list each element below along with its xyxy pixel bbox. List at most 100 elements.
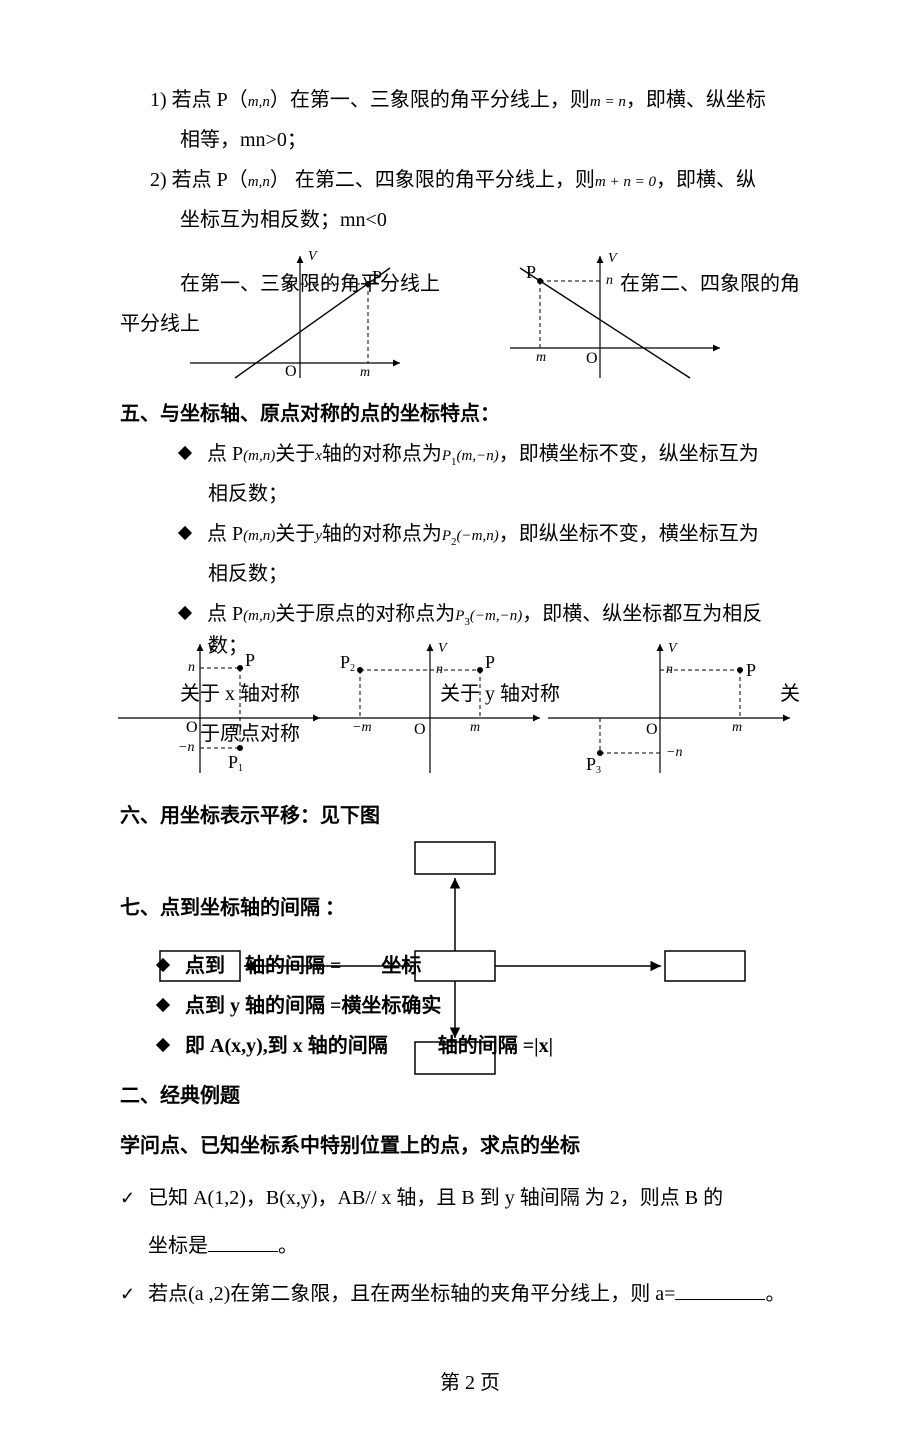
rx-P1: P (228, 752, 238, 772)
ry-V: V (438, 641, 448, 656)
cap-right-a: 在第二、四象限的角 (620, 264, 800, 304)
ry-O: O (414, 721, 426, 738)
label-m: m (360, 365, 370, 380)
s1a: 点 P (207, 443, 243, 465)
s2d: ，即纵坐标不变，横坐标互为 (499, 523, 759, 545)
b71: 点到 轴的间隔 = 坐标 (158, 946, 421, 986)
ex1bt: 坐标是 (148, 1235, 208, 1257)
ro-P3s: 3 (596, 765, 601, 776)
num-1: 1) (150, 89, 167, 111)
t1b: ）在第一、三象限的角平分线上，则 (270, 89, 590, 111)
list-item-2b: 坐标互为相反数；mn<0 (120, 200, 820, 240)
s3mn: (m,n) (243, 608, 275, 624)
ex1b: 坐标是 。 (120, 1222, 820, 1270)
cap-left-a: 在第一、三象限的角平分线上 (180, 264, 440, 304)
s2a: 点 P (207, 523, 243, 545)
s3p: P (455, 608, 464, 624)
s1c: 轴的对称点为 (322, 443, 442, 465)
ry-P2s: 2 (350, 663, 355, 674)
s3d: ，即横、纵坐标都互为相反 (522, 603, 762, 625)
ry-negm: −m (352, 720, 372, 735)
sym-bullet-1: 点 P(m,n)关于x轴的对称点为P1(m,−n)，即横坐标不变，纵坐标互为 (120, 434, 820, 474)
s1p: P (442, 448, 451, 464)
diamond-icon (178, 446, 192, 460)
s1mn2: (m,−n) (457, 448, 499, 464)
s2y: y (315, 528, 322, 544)
ro-n: n (666, 662, 673, 677)
s2c: 轴的对称点为 (322, 523, 442, 545)
heading-6: 六、用坐标表示平移：见下图 (120, 796, 820, 836)
t2b: ） 在第二、四象限的角平分线上，则 (270, 169, 595, 191)
num-2: 2) (150, 169, 167, 191)
cap-sym3: 关 (780, 674, 800, 714)
sym-bullet-2e: 相反数； (120, 554, 820, 594)
sym-bullet-2: 点 P(m,n)关于y轴的对称点为P2(−m,n)，即纵坐标不变，横坐标互为 (120, 514, 820, 554)
b72: 点到 y 轴的间隔 =横坐标确实 (158, 986, 441, 1026)
s1b: 关于 (275, 443, 315, 465)
diamond-icon (156, 1038, 170, 1052)
ro-P: P (746, 660, 756, 680)
s2b: 关于 (275, 523, 315, 545)
s2p: P (442, 528, 451, 544)
s2mn2: (−m,n) (457, 528, 499, 544)
blank-2 (675, 1279, 765, 1300)
diagram-row-1: P m n O V P m n O V 在第一、三象限的角平分线上 在第二、四象… (120, 248, 820, 388)
page-footer: 第 2 页 (120, 1366, 820, 1395)
s1mn: (m,n) (243, 448, 275, 464)
label-m2: m (536, 350, 546, 365)
diamond-icon (178, 526, 192, 540)
section-7: 七、点到坐标轴的间隔 ： 点到 轴的间隔 = 坐标 点到 y 轴的间隔 =横坐标… (120, 836, 820, 1076)
diagram-reflect-origin: P n m −n O V P3 (540, 638, 800, 778)
rx-V: V (207, 641, 217, 656)
ro-V: V (668, 641, 678, 656)
check-icon: ✓ (120, 1273, 135, 1316)
label-O: O (285, 363, 297, 380)
label-O2: O (586, 350, 598, 367)
blank-1 (208, 1231, 278, 1252)
s3b: 关于原点的对称点为 (275, 603, 455, 625)
b73: 即 A(x,y),到 x 轴的间隔 轴的间隔 =|x| (158, 1026, 553, 1066)
cap-sym4: 于原点对称 (200, 714, 300, 754)
t2a: 若点 P（ (172, 169, 248, 191)
s2mn: (m,n) (243, 528, 275, 544)
s1x: x (315, 448, 322, 464)
kp-heading: 学问点、已知坐标系中特别位置上的点，求点的坐标 (120, 1126, 820, 1166)
label-P2: P (526, 262, 536, 282)
list-item-1: 1) 若点 P（m,n）在第一、三象限的角平分线上，则m = n，即横、纵坐标 (120, 80, 820, 120)
ro-m: m (732, 720, 742, 735)
s1d: ，即横坐标不变，纵坐标互为 (499, 443, 759, 465)
ex1: ✓ 已知 A(1,2)，B(x,y)，AB// x 轴，且 B 到 y 轴间隔 … (120, 1174, 820, 1222)
b71c: 坐标 (381, 955, 421, 977)
ex1a: 已知 A(1,2)，B(x,y)，AB// x 轴，且 B 到 y 轴间隔 为 … (148, 1187, 723, 1209)
cap-sym2: 关于 y 轴对称 (440, 674, 560, 714)
heading-7: 七、点到坐标轴的间隔 ： (120, 888, 345, 928)
list-item-2: 2) 若点 P（m,n） 在第二、四象限的角平分线上，则m + n = 0，即横… (120, 160, 820, 200)
b71a: 点到 (185, 955, 225, 977)
rx-negn: −n (178, 740, 194, 755)
label-n2: n (606, 273, 613, 288)
heading-5: 五、与坐标轴、原点对称的点的坐标特点： (120, 394, 820, 434)
b72t: 点到 y 轴的间隔 =横坐标确实 (185, 995, 441, 1017)
cap-left-b: 平分线上 (120, 304, 200, 344)
b73t2: 轴的间隔 =|x| (438, 1035, 553, 1057)
mn2: m,n (248, 174, 270, 190)
ry-m: m (470, 720, 480, 735)
ro-O: O (646, 721, 658, 738)
label-V: V (308, 249, 318, 264)
ex2: ✓ 若点(a ,2)在第二象限，且在两坐标轴的夹角平分线上，则 a=。 (120, 1270, 820, 1318)
rx-P: P (245, 650, 255, 670)
sym-bullet-1e: 相反数； (120, 474, 820, 514)
heading-2x: 二、经典例题 (120, 1076, 820, 1116)
check-icon: ✓ (120, 1177, 135, 1220)
label-V2: V (608, 251, 618, 266)
diagram-row-2: 数； P n m −n O V P1 (120, 638, 820, 798)
diamond-icon (178, 606, 192, 620)
t1c: ，即横、纵坐标 (626, 89, 766, 111)
rx-O: O (186, 719, 198, 736)
t1a: 若点 P（ (172, 89, 248, 111)
b73t: 即 A(x,y),到 x 轴的间隔 (185, 1035, 388, 1057)
rx-n: n (188, 660, 195, 675)
t2c: ，即横、纵 (656, 169, 756, 191)
mn1: m,n (248, 94, 270, 110)
ex1c: 。 (278, 1235, 298, 1257)
